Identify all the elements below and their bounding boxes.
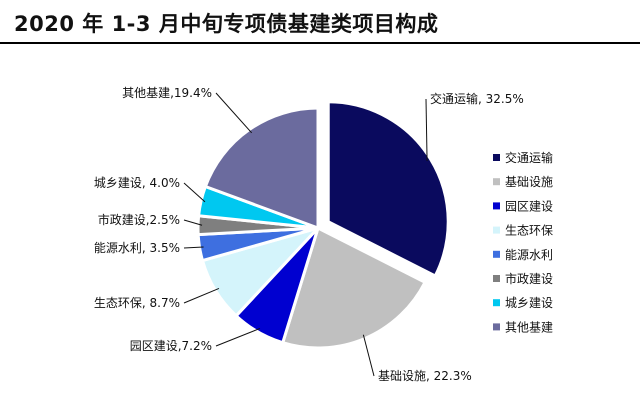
legend-swatch-6 <box>493 275 500 282</box>
leader-line-3 <box>215 327 261 347</box>
pie-slice-2 <box>280 225 428 350</box>
legend-label-6: 市政建设 <box>505 271 553 286</box>
slice-label-1: 交通运输, 32.5% <box>430 91 524 106</box>
slice-label-6: 市政建设,2.5% <box>98 212 180 227</box>
slice-label-7: 城乡建设, 4.0% <box>94 176 180 190</box>
legend-swatch-3 <box>493 202 500 210</box>
pie-slice-1 <box>326 100 450 278</box>
legend-swatch-1 <box>493 154 500 161</box>
legend-label-5: 能源水利 <box>505 248 553 262</box>
legend-label-1: 交通运输 <box>505 150 553 165</box>
slice-label-2: 基础设施, 22.3% <box>378 369 472 383</box>
legend-swatch-8 <box>493 323 500 331</box>
leader-line-4 <box>183 287 220 304</box>
slice-label-5: 能源水利, 3.5% <box>94 241 180 255</box>
legend-label-7: 城乡建设 <box>505 296 553 310</box>
legend-swatch-5 <box>493 250 500 258</box>
legend-label-3: 园区建设 <box>505 199 553 213</box>
legend-label-4: 生态环保 <box>505 224 553 238</box>
legend-swatch-2 <box>493 178 500 186</box>
slice-label-4: 生态环保, 8.7% <box>94 296 180 310</box>
legend-swatch-4 <box>493 226 500 234</box>
leader-line-5 <box>183 246 204 249</box>
slice-label-8: 其他基建,19.4% <box>122 86 212 100</box>
chart-title: 2020 年 1-3 月中旬专项债基建类项目构成 <box>14 12 439 36</box>
leader-line-8 <box>215 92 253 134</box>
leader-line-2 <box>362 334 375 377</box>
leader-line-7 <box>183 182 206 203</box>
leader-line-1 <box>425 98 428 162</box>
legend-label-8: 其他基建 <box>505 320 553 334</box>
legend-swatch-7 <box>493 299 500 307</box>
leader-line-6 <box>183 219 203 226</box>
title-divider <box>0 42 640 44</box>
slice-label-3: 园区建设,7.2% <box>130 339 212 353</box>
legend-label-2: 基础设施 <box>505 175 553 189</box>
